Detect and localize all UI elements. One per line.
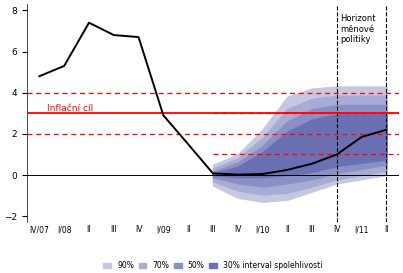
Text: Inflační cíl: Inflační cíl bbox=[47, 104, 93, 113]
Legend: 90%, 70%, 50%, 30% interval spolehlivosti: 90%, 70%, 50%, 30% interval spolehlivost… bbox=[104, 261, 322, 270]
Text: Horizont
měnové
politiky: Horizont měnové politiky bbox=[341, 14, 376, 44]
